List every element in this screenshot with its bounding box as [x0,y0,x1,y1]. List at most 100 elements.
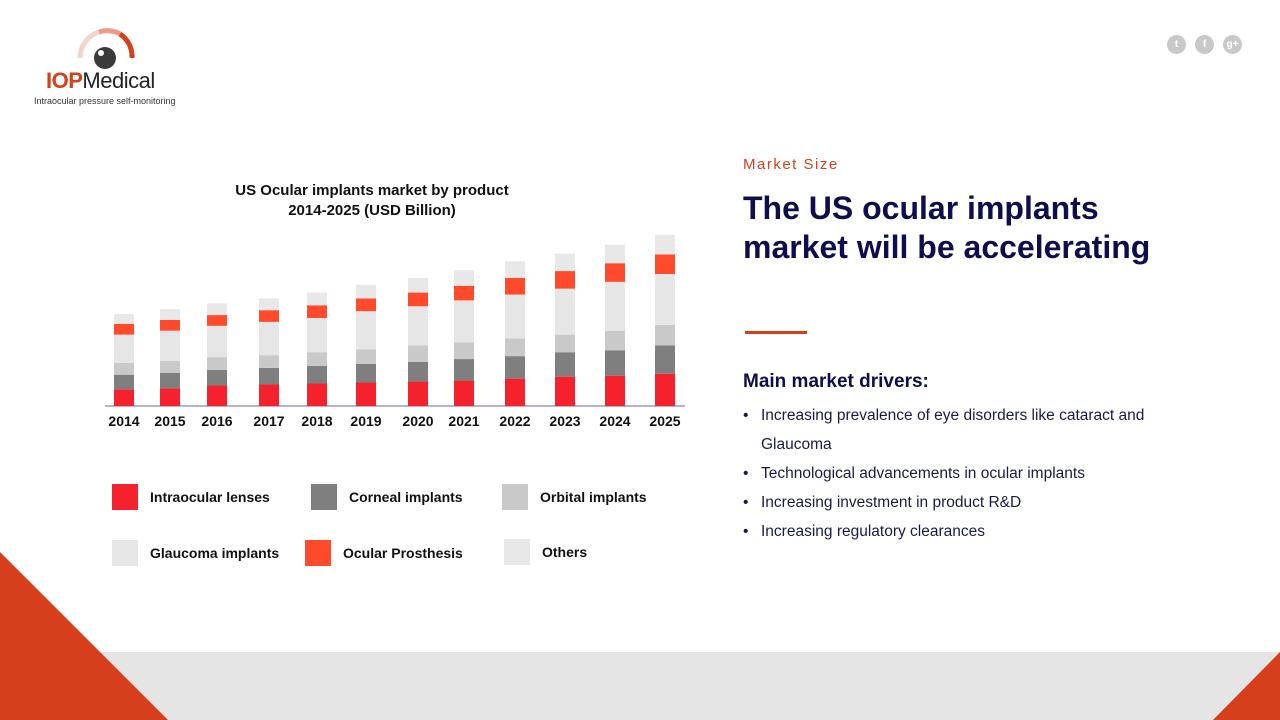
bar-segment-glaucoma-implants-2019 [356,311,376,350]
x-tick-label: 2025 [649,413,680,429]
google-plus-icon[interactable]: g+ [1223,35,1242,54]
bar-segment-orbital-implants-2016 [207,357,227,370]
facebook-icon[interactable]: f [1195,35,1214,54]
bar-segment-ocular-prosthesis-2022 [505,277,525,295]
bar-segment-corneal-implants-2015 [160,372,180,389]
x-tick-label: 2023 [549,413,580,429]
bar-segment-orbital-implants-2020 [408,345,428,362]
driver-item: Increasing investment in product R&D [743,488,1183,517]
chart-title: US Ocular implants market by product 201… [192,181,552,221]
headline: The US ocular implants market will be ac… [743,190,1151,265]
bar-segment-intraocular-lenses-2024 [605,375,625,406]
bar-segment-others-2014 [114,314,134,324]
bar-segment-orbital-implants-2019 [356,349,376,364]
legend-item: Ocular Prosthesis [305,540,463,566]
bar-segment-glaucoma-implants-2020 [408,306,428,346]
bar-segment-glaucoma-implants-2017 [259,321,279,356]
bar-segment-intraocular-lenses-2020 [408,381,428,406]
chart-title-line2: 2014-2025 (USD Billion) [288,202,456,219]
bar-segment-ocular-prosthesis-2020 [408,292,428,307]
x-tick-label: 2024 [599,413,630,429]
x-tick-label: 2018 [301,413,332,429]
x-tick-label: 2019 [350,413,381,429]
legend-item: Orbital implants [502,484,647,510]
bar-segment-glaucoma-implants-2015 [160,330,180,362]
bar-segment-ocular-prosthesis-2021 [454,285,474,301]
bar-segment-orbital-implants-2025 [655,324,675,346]
bar-segment-corneal-implants-2024 [605,350,625,376]
bar-segment-orbital-implants-2022 [505,338,525,357]
bar-segment-intraocular-lenses-2017 [259,384,279,406]
legend-item: Others [504,539,587,565]
section-kicker: Market Size [743,156,839,173]
x-tick-label: 2016 [201,413,232,429]
brand-logo[interactable]: IOPMedical Intraocular pressure self-mon… [34,26,184,110]
bar-segment-orbital-implants-2014 [114,362,134,375]
bar-segment-ocular-prosthesis-2023 [555,271,575,289]
bar-segment-orbital-implants-2021 [454,342,474,360]
social-links: t f g+ [1167,35,1242,54]
bar-segment-ocular-prosthesis-2017 [259,310,279,322]
twitter-icon[interactable]: t [1167,35,1186,54]
bar-segment-corneal-implants-2019 [356,363,376,383]
bar-segment-intraocular-lenses-2021 [454,380,474,406]
bar-segment-corneal-implants-2020 [408,362,428,382]
legend-label: Orbital implants [540,489,647,505]
legend-label: Intraocular lenses [150,489,270,505]
bar-segment-ocular-prosthesis-2019 [356,298,376,312]
legend-label: Others [542,544,588,560]
legend-swatch [305,540,331,566]
bar-segment-ocular-prosthesis-2025 [655,254,675,274]
x-tick-label: 2014 [108,413,139,429]
bar-segment-corneal-implants-2017 [259,367,279,385]
bar-segment-others-2025 [655,234,675,255]
bar-segment-ocular-prosthesis-2024 [605,263,625,282]
stacked-bar-chart: 2014 2015 2016 2017 2018 2019 2020 2021 2022 2023… [105,234,685,429]
legend-swatch [502,484,528,510]
bar-segment-intraocular-lenses-2016 [207,385,227,406]
bar-segment-orbital-implants-2017 [259,355,279,368]
chart-title-line1: US Ocular implants market by product [235,182,509,199]
legend-label: Corneal implants [349,489,463,505]
bar-segment-intraocular-lenses-2023 [555,376,575,406]
bar-segment-others-2016 [207,303,227,316]
legend-swatch [112,540,138,566]
bar-segment-ocular-prosthesis-2015 [160,319,180,331]
bar-segment-corneal-implants-2014 [114,374,134,390]
bar-segment-intraocular-lenses-2015 [160,388,180,406]
drivers-title: Main market drivers: [743,371,929,392]
bar-segment-orbital-implants-2024 [605,330,625,351]
bar-segment-corneal-implants-2022 [505,356,525,379]
bar-segment-others-2021 [454,270,474,286]
bar-segment-orbital-implants-2015 [160,361,180,373]
bar-segment-glaucoma-implants-2016 [207,325,227,358]
bar-segment-corneal-implants-2018 [307,365,327,384]
bar-segment-glaucoma-implants-2018 [307,318,327,353]
bar-segment-corneal-implants-2016 [207,369,227,386]
bar-segment-intraocular-lenses-2019 [356,382,376,406]
x-tick-label: 2015 [154,413,185,429]
bar-segment-glaucoma-implants-2014 [114,334,134,363]
bar-segment-corneal-implants-2023 [555,352,575,377]
divider [745,331,807,334]
x-tick-label: 2017 [253,413,284,429]
bar-segment-glaucoma-implants-2024 [605,281,625,331]
bar-segment-others-2022 [505,261,525,278]
legend-item: Glaucoma implants [112,540,279,566]
bar-segment-others-2020 [408,277,428,293]
legend-swatch [504,539,530,565]
bar-segment-orbital-implants-2018 [307,352,327,366]
bar-segment-glaucoma-implants-2022 [505,294,525,339]
bar-segment-ocular-prosthesis-2016 [207,315,227,326]
bar-segment-glaucoma-implants-2021 [454,300,474,343]
x-tick-label: 2021 [448,413,479,429]
bar-segment-others-2018 [307,292,327,306]
bar-segment-corneal-implants-2021 [454,359,474,381]
bar-segment-others-2023 [555,253,575,272]
legend-swatch [311,484,337,510]
bar-segment-intraocular-lenses-2022 [505,378,525,406]
x-tick-label: 2022 [499,413,530,429]
bar-segment-intraocular-lenses-2018 [307,383,327,406]
bar-segment-others-2019 [356,284,376,299]
